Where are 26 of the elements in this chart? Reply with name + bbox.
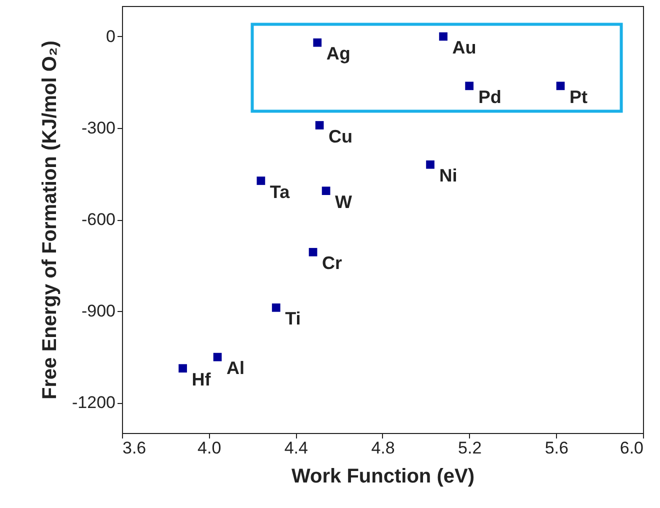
- annotation: Pd: [478, 86, 502, 107]
- x-axis-title: Work Function (eV): [292, 466, 474, 488]
- annotation: Ta: [270, 182, 291, 202]
- annotation: Ni: [439, 166, 458, 186]
- y-tick-label: 0: [106, 27, 116, 46]
- y-tick-label: -900: [81, 302, 116, 320]
- annotation: Cu: [328, 126, 353, 146]
- annotation: W: [335, 192, 352, 212]
- x-tick-label: 3.6: [122, 438, 146, 458]
- y-tick-label: -1200: [72, 393, 116, 412]
- annotation: Hf: [192, 369, 212, 390]
- x-tick-label: 4.0: [198, 438, 222, 458]
- annotation: Au: [452, 38, 476, 58]
- annotation: Pt: [570, 86, 588, 107]
- x-tick-label: 5.6: [544, 438, 568, 458]
- x-tick-label: 6.0: [620, 438, 644, 458]
- annotation: Ti: [285, 308, 301, 329]
- annotation: Ag: [326, 44, 350, 64]
- y-axis-title: Free Energy of Formation (KJ/mol O₂): [39, 40, 62, 400]
- annotation: Cr: [322, 253, 342, 274]
- annotation: Al: [226, 358, 245, 378]
- x-tick-label: 4.4: [284, 438, 308, 458]
- x-tick-label: 4.8: [371, 438, 395, 458]
- y-tick-label: -600: [81, 210, 116, 229]
- y-tick-label: -300: [81, 118, 116, 138]
- x-tick-label: 5.2: [458, 438, 482, 458]
